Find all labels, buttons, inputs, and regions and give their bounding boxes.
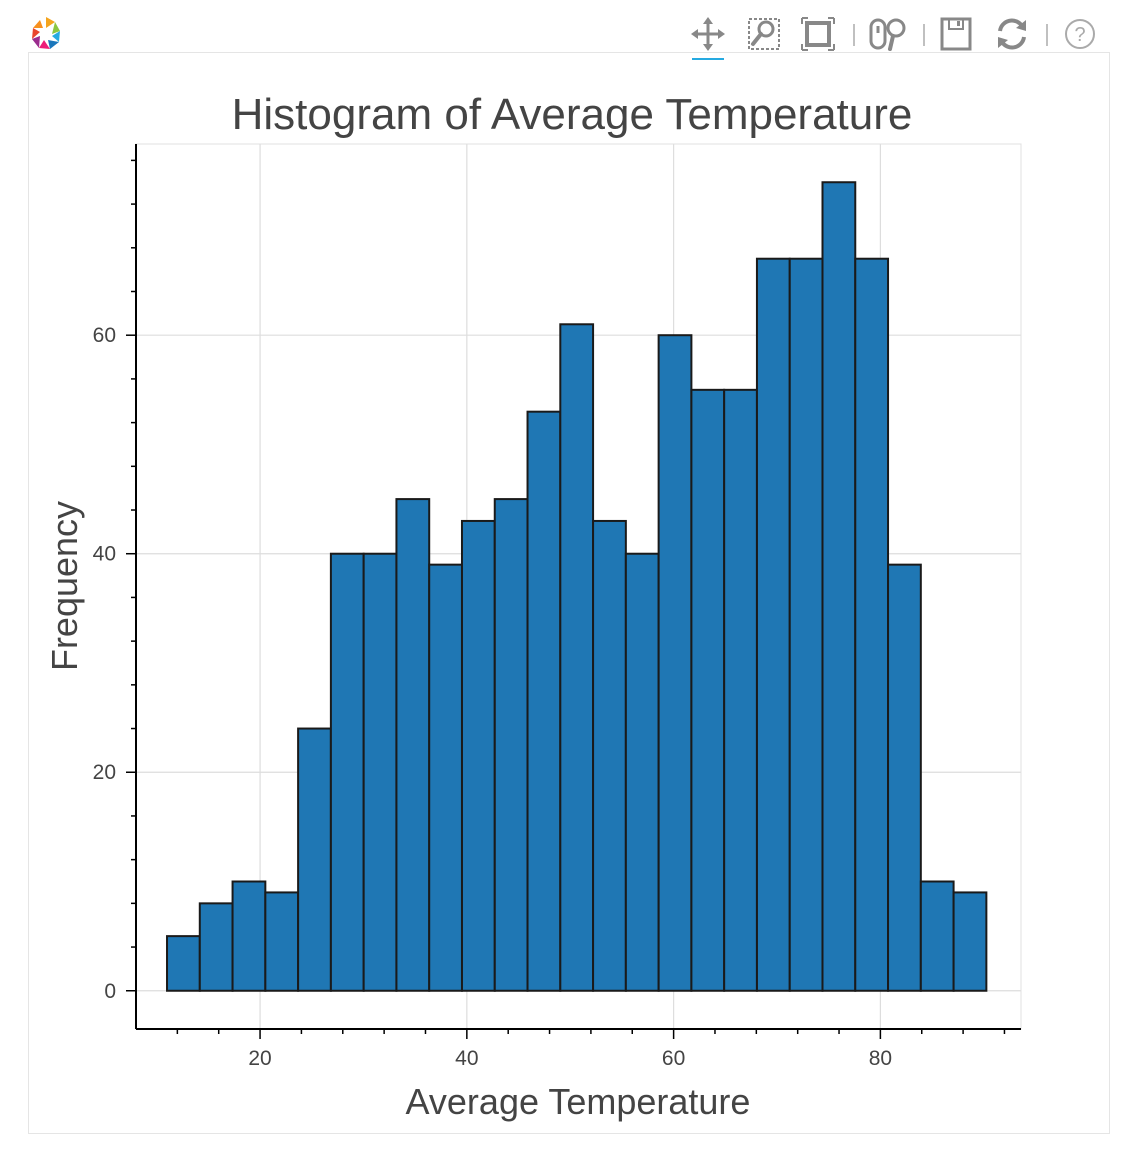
histogram-bar	[887, 563, 922, 992]
y-tick-label: 40	[93, 543, 116, 566]
histogram-bar	[592, 519, 627, 992]
histogram-bar	[362, 552, 398, 992]
histogram-bar	[624, 552, 660, 992]
box-zoom-tool-icon	[748, 18, 780, 50]
plot-panel: Histogram of Average Temperature 0 20 40 60…	[28, 52, 1110, 1134]
box-select-tool-icon	[801, 17, 835, 51]
histogram-chart[interactable]: Histogram of Average Temperature 0 20 40 60…	[29, 53, 1109, 1133]
histogram-bar	[231, 880, 267, 992]
histogram-bar	[821, 181, 857, 992]
histogram-bar	[428, 563, 463, 992]
x-tick-label: 60	[662, 1047, 685, 1070]
toolbar-divider	[853, 24, 855, 46]
histogram-bar	[526, 410, 562, 992]
histogram-bar	[559, 323, 595, 992]
histogram-bar	[723, 388, 758, 992]
help-tool-icon: ?	[1065, 19, 1095, 49]
box-zoom-tool[interactable]	[744, 14, 784, 54]
save-tool[interactable]	[936, 14, 976, 54]
y-tick-label: 20	[93, 761, 116, 784]
box-select-tool[interactable]	[798, 14, 838, 54]
reset-tool[interactable]	[992, 14, 1032, 54]
pan-tool-icon	[691, 17, 725, 51]
bokeh-logo	[26, 14, 66, 54]
wheel-zoom-tool-icon	[869, 18, 906, 51]
x-tick-label: 80	[869, 1047, 892, 1070]
chart-title: Histogram of Average Temperature	[232, 90, 913, 139]
x-axis-label: Average Temperature	[406, 1081, 751, 1122]
x-tick-label: 40	[455, 1047, 478, 1070]
wheel-zoom-tool[interactable]	[868, 14, 908, 54]
svg-text:?: ?	[1074, 24, 1085, 46]
y-tick-label: 0	[104, 980, 116, 1003]
histogram-bar	[395, 498, 431, 992]
histogram-bar	[166, 935, 201, 992]
histogram-bar	[919, 880, 955, 992]
histogram-bar	[460, 519, 496, 992]
help-tool[interactable]: ?	[1060, 14, 1100, 54]
histogram-bar	[657, 334, 693, 992]
histogram-bar	[952, 891, 988, 992]
bokeh-logo-icon	[32, 17, 60, 49]
x-tick-label: 20	[248, 1047, 271, 1070]
toolbar-divider	[1046, 24, 1048, 46]
y-axis-label: Frequency	[44, 501, 85, 671]
histogram-bar	[493, 498, 529, 992]
pan-tool[interactable]	[688, 14, 728, 60]
plot-toolbar: ?	[680, 10, 1110, 60]
reset-tool-icon	[998, 18, 1026, 50]
y-tick-label: 60	[93, 324, 116, 347]
histogram-bar	[854, 257, 890, 992]
histogram-bar	[198, 902, 234, 992]
toolbar-divider	[923, 24, 925, 46]
histogram-bar	[788, 257, 824, 992]
histogram-bar	[755, 257, 791, 992]
save-tool-icon	[940, 17, 972, 51]
histogram-bar	[690, 388, 726, 992]
axes: 0 20 40 60 20 40 60 80	[93, 144, 1021, 1070]
histogram-bar	[264, 891, 300, 992]
bars	[166, 181, 988, 992]
histogram-bar	[297, 727, 332, 992]
histogram-bar	[329, 552, 365, 992]
